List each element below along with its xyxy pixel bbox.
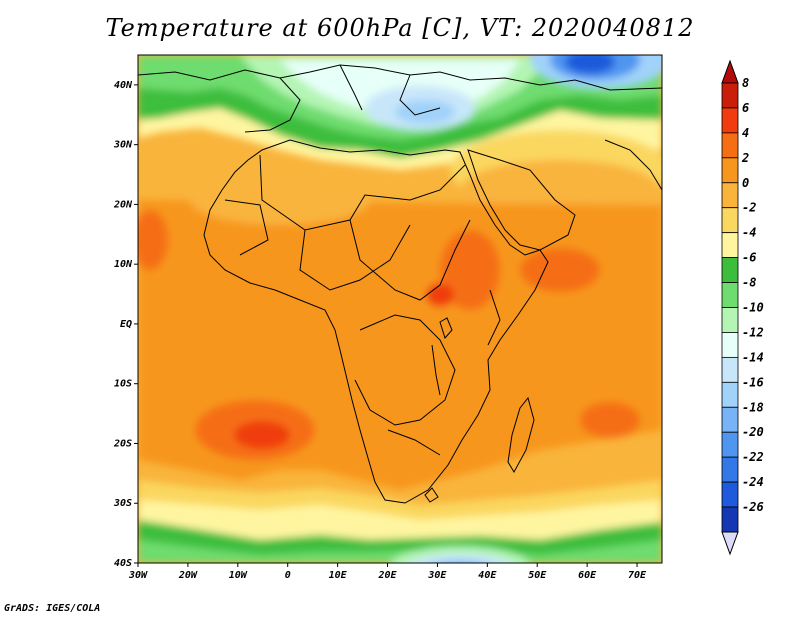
lat-tick-label: 10N [114,259,133,270]
colorbar-swatch [721,132,739,159]
lat-tick-label: 40S [114,558,132,569]
colorbar-swatch [721,107,739,134]
colorbar-top-arrow [721,59,739,84]
colorbar-swatch [721,506,739,533]
lon-tick-label: 20E [377,570,397,581]
colorbar-swatch [721,157,739,184]
colorbar-swatch [721,257,739,283]
colorbar-label: -14 [742,350,764,364]
lon-tick-label: 20W [178,570,198,581]
colorbar-label: -2 [742,201,756,215]
lat-tick-label: 40N [114,80,133,91]
lat-tick-label: EQ [120,319,132,330]
colorbar: 8 6 4 2 0 -2 -4 -6 -8 -10 -12 -14 -16 -18 -20 -22 -24 -26 [721,59,764,556]
lon-tick-label: 60E [578,570,597,581]
colorbar-swatch [721,481,739,508]
plot-frame [137,54,663,564]
colorbar-swatch [721,406,739,433]
colorbar-bottom-arrow [721,531,739,556]
colorbar-label: -20 [742,425,764,439]
colorbar-label: -24 [742,475,764,489]
colorbar-label: 6 [742,101,749,115]
lat-tick-label: 10S [114,379,132,390]
colorbar-swatch [721,456,739,483]
lon-tick-label: 10E [329,570,348,581]
colorbar-label: 4 [742,126,749,140]
colorbar-swatch [721,307,739,333]
lon-tick-label: 30E [427,570,447,581]
colorbar-swatch [721,332,739,358]
colorbar-label: -6 [742,251,756,265]
temperature-field [138,55,662,563]
colorbar-swatch [721,82,739,109]
lat-tick-label: 20S [113,438,132,449]
longitude-axis: 30W 20W 10W 0 10E 20E 30E 40E 50E 60E 70E [128,563,647,581]
coastlines [138,64,662,504]
lon-tick-label: 40E [478,570,497,581]
lon-tick-label: 50E [528,570,547,581]
lat-tick-label: 30S [113,498,132,509]
colorbar-swatch [721,431,739,458]
colorbar-label: 8 [742,76,749,90]
colorbar-label: 0 [742,176,749,190]
lon-tick-label: 0 [285,570,291,581]
lon-tick-label: 10W [229,570,248,581]
grads-credit: GrADS: IGES/COLA [4,603,101,614]
colorbar-label: 2 [741,151,749,165]
lon-tick-label: 70E [628,570,647,581]
colorbar-swatch [721,232,739,259]
lat-tick-label: 30N [113,140,133,151]
colorbar-label: -26 [742,500,764,514]
lon-tick-label: 30W [128,570,148,581]
colorbar-swatch [721,207,739,234]
colorbar-swatch [721,381,739,408]
colorbar-label: -16 [742,375,764,389]
colorbar-label: -12 [742,325,764,339]
colorbar-label: -8 [742,276,756,290]
colorbar-swatch [721,356,739,383]
colorbar-label: -22 [742,450,764,464]
colorbar-swatch [721,182,739,209]
latitude-axis: 40N 30N 20N 10N EQ 10S 20S 30S 40S [113,80,138,569]
colorbar-label: -10 [742,301,764,315]
map-title: Temperature at 600hPa [C], VT: 202004081… [105,14,695,42]
colorbar-label: -18 [742,400,764,414]
colorbar-swatch [721,282,739,308]
colorbar-label: -4 [742,226,756,240]
lat-tick-label: 20N [113,199,133,210]
